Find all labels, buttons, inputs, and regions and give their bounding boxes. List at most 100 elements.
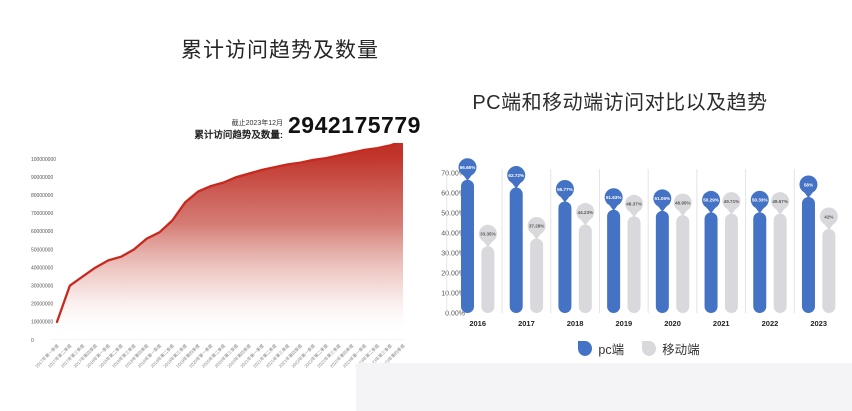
- balloon-tail: [775, 208, 785, 215]
- balloon-value-label: 33.35%: [480, 232, 496, 237]
- pc-mobile-lollipop-chart: 0.00% 10.00% 20.00% 30.00% 40.00% 50.00% 60.00…: [426, 145, 852, 335]
- balloon-value-label: 51.05%: [655, 196, 671, 201]
- trend-line: [55, 139, 405, 324]
- balloon-tail: [706, 207, 716, 214]
- stat-asof-date: 截止2023年12月: [231, 120, 283, 127]
- y-tick-label: 90000000: [31, 175, 53, 181]
- balloon-value-label: 48.37%: [626, 202, 642, 207]
- legend-label-mobile: 移动端: [662, 343, 700, 357]
- balloon-value-label: 50.33%: [752, 198, 768, 203]
- balloon-value-label: 62.72%: [508, 173, 524, 178]
- balloon-tail: [657, 205, 667, 212]
- mobile-bar-2016: [481, 246, 495, 313]
- balloon-value-label: 51.63%: [606, 195, 622, 200]
- balloon: [750, 190, 769, 209]
- mobile-bar-2020: [676, 215, 690, 313]
- balloon: [722, 192, 741, 211]
- balloon: [673, 193, 692, 212]
- balloon-tail: [483, 241, 493, 248]
- y-tick-label: 20000000: [31, 302, 53, 308]
- balloon-tail: [532, 233, 542, 240]
- lollipop-chart-svg: 0.00% 10.00% 20.00% 30.00% 40.00% 50.00% 60.00…: [441, 158, 838, 328]
- mobile-bar-2017: [530, 238, 544, 313]
- balloon: [771, 192, 790, 211]
- year-label: 2022: [762, 319, 779, 328]
- balloon-tail: [629, 211, 639, 218]
- balloon-tail: [726, 208, 737, 215]
- balloon: [625, 194, 644, 213]
- balloon-value-label: 42%: [824, 214, 833, 219]
- balloon: [819, 207, 838, 226]
- y-tick-label: 30000000: [31, 284, 53, 290]
- y-tick-label: 60000000: [31, 229, 53, 235]
- pc-bar-2018: [558, 201, 572, 313]
- y-axis-ticks: 0.00% 10.00% 20.00% 30.00% 40.00% 50.00% 60.00…: [441, 170, 465, 317]
- balloon-tail: [803, 191, 814, 198]
- balloon-value-label: 49.67%: [772, 199, 788, 204]
- balloon-tail: [824, 223, 834, 230]
- year-label: 2016: [469, 319, 486, 328]
- y-tick-label: 50000000: [31, 247, 53, 253]
- area-chart-svg: 0 10000000 20000000 30000000 40000000 5000000…: [31, 139, 407, 369]
- y-tick-label: 30.00%: [441, 250, 465, 257]
- mobile-bar-2018: [578, 224, 592, 313]
- stat-label: 累计访问趋势及数量:: [194, 130, 283, 141]
- balloon-tail: [755, 207, 765, 214]
- y-tick-label: 0: [31, 338, 34, 344]
- balloon-tail: [678, 210, 688, 217]
- bottom-strip: [356, 363, 852, 411]
- cumulative-chart-title: 累计访问趋势及数量: [181, 39, 379, 62]
- pc-mobile-chart-title: PC端和移动端访问对比以及趋势: [472, 92, 768, 114]
- pc-bar-2022: [753, 212, 767, 313]
- legend-label-pc: pc端: [598, 343, 625, 357]
- balloon: [653, 189, 672, 208]
- balloon: [555, 179, 574, 198]
- balloon-tail: [580, 219, 590, 226]
- balloon-value-label: 49.71%: [724, 199, 740, 204]
- pc-bar-2017: [509, 187, 523, 313]
- pc-drop-icon: [578, 341, 593, 356]
- pc-bar-2019: [607, 209, 621, 313]
- balloon: [799, 175, 818, 194]
- x-axis-labels: 2017年第一季度2017年第二季度2017年第三季度2017年第四季度2018…: [34, 342, 407, 369]
- year-label: 2020: [664, 319, 681, 328]
- mobile-bar-2022: [773, 213, 787, 313]
- cumulative-area-chart: 0 10000000 20000000 30000000 40000000 5000000…: [0, 139, 426, 383]
- pc-bar-2020: [655, 210, 669, 313]
- year-label: 2021: [713, 319, 730, 328]
- y-tick-label: 10.00%: [441, 290, 465, 297]
- year-label: 2023: [810, 319, 827, 328]
- balloon-value-label: 55.77%: [557, 187, 573, 192]
- pc-bar-2021: [704, 212, 718, 313]
- mobile-bar-2023: [822, 229, 836, 313]
- balloon: [478, 224, 497, 243]
- balloon-value-label: 50.29%: [703, 198, 719, 203]
- y-tick-label: 40.00%: [441, 230, 465, 237]
- balloon: [527, 216, 546, 235]
- year-label: 2017: [518, 319, 535, 328]
- balloon-value-label: 66.65%: [460, 165, 476, 170]
- y-tick-label: 10000000: [31, 320, 53, 326]
- chart-legend: pc端 移动端: [426, 339, 852, 358]
- group-separators: [446, 169, 795, 313]
- y-tick-label: 80000000: [31, 193, 53, 199]
- y-tick-label: 0.00%: [445, 310, 465, 317]
- balloon: [702, 190, 721, 209]
- legend-item-mobile: 移动端: [642, 339, 700, 358]
- balloon-tail: [609, 204, 619, 211]
- pc-bar-2016: [461, 179, 474, 313]
- y-axis-ticks: 0 10000000 20000000 30000000 40000000 5000000…: [31, 157, 56, 344]
- y-tick-label: 70000000: [31, 211, 53, 217]
- balloon-value-label: 58%: [804, 182, 813, 187]
- year-label: 2019: [615, 319, 632, 328]
- balloon-tail: [560, 196, 570, 203]
- y-tick-label: 60.00%: [441, 190, 465, 197]
- pc-bar-2023: [801, 197, 815, 313]
- balloon: [604, 188, 623, 207]
- mobile-bar-2019: [627, 216, 641, 313]
- balloon: [576, 203, 595, 222]
- y-tick-label: 20.00%: [441, 270, 465, 277]
- y-tick-label: 70.00%: [441, 170, 465, 177]
- series-mobile: 33.35% 37.28% 44.23% 48.37% 48.95% 49.71% 49.6…: [478, 192, 838, 313]
